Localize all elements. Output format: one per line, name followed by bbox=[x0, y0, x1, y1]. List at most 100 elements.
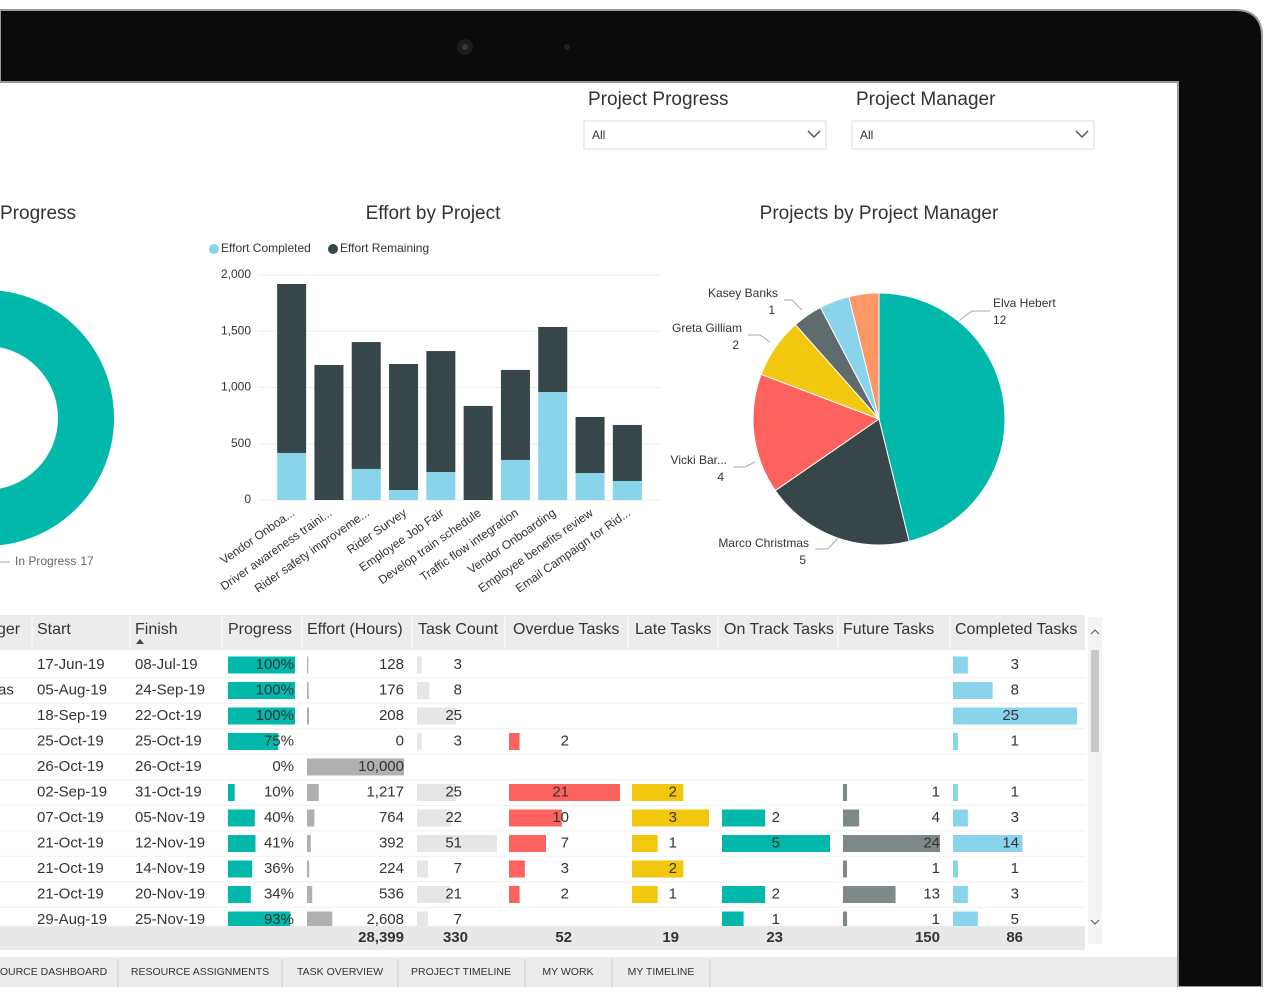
data-bar bbox=[722, 911, 744, 926]
data-bar bbox=[722, 886, 766, 903]
column-header[interactable]: Start bbox=[37, 621, 71, 638]
dropdown[interactable]: All bbox=[583, 120, 827, 150]
table-cell: 25 bbox=[445, 707, 462, 724]
table-cell: 36% bbox=[264, 860, 294, 877]
scroll-down[interactable] bbox=[1090, 919, 1100, 925]
tab[interactable]: TASK OVERVIEW bbox=[297, 966, 383, 978]
bar-segment bbox=[500, 459, 530, 500]
column-header[interactable]: Late Tasks bbox=[635, 621, 711, 638]
column-header[interactable]: ger bbox=[0, 621, 21, 638]
data-bar bbox=[417, 682, 430, 699]
table-cell: 100% bbox=[256, 707, 294, 724]
table-cell: 93% bbox=[264, 911, 294, 928]
dropdown-value[interactable]: All bbox=[592, 128, 605, 142]
dropdown-box[interactable] bbox=[583, 120, 827, 150]
table-cell: 208 bbox=[379, 707, 404, 724]
pie-value: 4 bbox=[717, 470, 724, 484]
tab[interactable]: MY WORK bbox=[542, 966, 593, 978]
legend-label: Effort Remaining bbox=[340, 241, 429, 255]
data-bar bbox=[307, 860, 310, 878]
table-cell: 2,608 bbox=[366, 911, 404, 928]
pie-label: Greta Gilliam bbox=[672, 321, 742, 335]
data-bar bbox=[953, 911, 978, 926]
table-cell: 31-Oct-19 bbox=[135, 783, 202, 800]
dropdown[interactable]: All bbox=[851, 120, 1095, 150]
column-header[interactable]: Task Count bbox=[418, 621, 499, 638]
table-cell: 1 bbox=[669, 885, 677, 902]
column-header[interactable]: Progress bbox=[228, 621, 292, 638]
donut-segment bbox=[0, 290, 114, 546]
scroll-up[interactable] bbox=[1090, 629, 1100, 635]
table-cell: 1 bbox=[932, 911, 940, 928]
data-bar bbox=[509, 733, 520, 750]
bar-segment bbox=[277, 452, 307, 500]
data-bar bbox=[417, 911, 428, 926]
chevron[interactable] bbox=[1075, 130, 1089, 139]
column-header[interactable]: Overdue Tasks bbox=[513, 621, 619, 638]
pie-slice bbox=[878, 292, 1006, 542]
data-bar bbox=[843, 886, 896, 903]
bar-segment bbox=[351, 342, 381, 469]
bar-segment bbox=[575, 416, 605, 473]
table-cell: 224 bbox=[379, 860, 404, 877]
data-bar bbox=[843, 809, 860, 827]
table-cell: 34% bbox=[264, 885, 294, 902]
pie-value: 12 bbox=[993, 313, 1007, 327]
dropdown-box[interactable] bbox=[851, 120, 1095, 150]
scrollbar-thumb[interactable] bbox=[1091, 650, 1099, 752]
table-cell: 3 bbox=[454, 656, 462, 673]
table-cell: 100% bbox=[256, 656, 294, 673]
data-bar bbox=[509, 784, 620, 801]
table-cell: 14 bbox=[1002, 834, 1019, 851]
bar-segment bbox=[538, 326, 568, 392]
table-cell: 7 bbox=[454, 911, 462, 928]
tab[interactable]: MY TIMELINE bbox=[628, 966, 695, 978]
data-bar bbox=[632, 784, 684, 801]
column-header[interactable]: Completed Tasks bbox=[955, 621, 1077, 638]
pie-label: Elva Hebert bbox=[993, 296, 1056, 310]
column-header[interactable]: Finish bbox=[135, 621, 178, 638]
table-cell: 5 bbox=[772, 834, 780, 851]
tab[interactable]: PROJECT TIMELINE bbox=[411, 966, 511, 978]
table-cell: 3 bbox=[1011, 656, 1019, 673]
bar-segment bbox=[389, 363, 419, 490]
data-bar bbox=[417, 733, 422, 750]
table-cell: 51 bbox=[445, 834, 462, 851]
table-cell: 10% bbox=[264, 783, 294, 800]
data-bar bbox=[843, 911, 848, 926]
data-bar bbox=[228, 911, 291, 926]
column-header[interactable]: On Track Tasks bbox=[724, 621, 834, 638]
table-cell: 5 bbox=[1011, 911, 1019, 928]
tab[interactable]: RESOURCE ASSIGNMENTS bbox=[131, 966, 269, 978]
legend-marker bbox=[209, 244, 219, 254]
table-cell: 18-Sep-19 bbox=[37, 707, 107, 724]
table-cell: 128 bbox=[379, 656, 404, 673]
chevron[interactable] bbox=[807, 130, 821, 139]
table-cell: 1 bbox=[669, 834, 677, 851]
pie-label: Vicki Bar... bbox=[671, 453, 727, 467]
table-cell: 4 bbox=[932, 809, 940, 826]
column-header[interactable]: Effort (Hours) bbox=[307, 621, 403, 638]
table-cell: 02-Sep-19 bbox=[37, 783, 107, 800]
data-bar bbox=[843, 835, 940, 852]
data-bar bbox=[307, 707, 310, 725]
dropdown-value[interactable]: All bbox=[860, 128, 873, 142]
pie-slice bbox=[848, 292, 880, 420]
tab[interactable]: SOURCE DASHBOARD bbox=[0, 966, 108, 978]
table-cell: 3 bbox=[561, 860, 569, 877]
data-bar bbox=[228, 682, 295, 699]
table-cell: 2 bbox=[561, 885, 569, 902]
column-header[interactable]: Future Tasks bbox=[843, 621, 934, 638]
pie-slice bbox=[752, 373, 881, 492]
table-cell: 2 bbox=[561, 732, 569, 749]
total-cell: 23 bbox=[766, 929, 783, 946]
bar-segment bbox=[426, 471, 456, 500]
y-tick-label: 500 bbox=[231, 436, 251, 450]
table-cell: 20-Nov-19 bbox=[135, 885, 205, 902]
table-cell: 17-Jun-19 bbox=[37, 656, 105, 673]
bar-segment bbox=[351, 468, 381, 500]
table-cell: 3 bbox=[1011, 885, 1019, 902]
sort-arrow bbox=[136, 639, 144, 644]
label-value: 17 bbox=[80, 554, 94, 568]
